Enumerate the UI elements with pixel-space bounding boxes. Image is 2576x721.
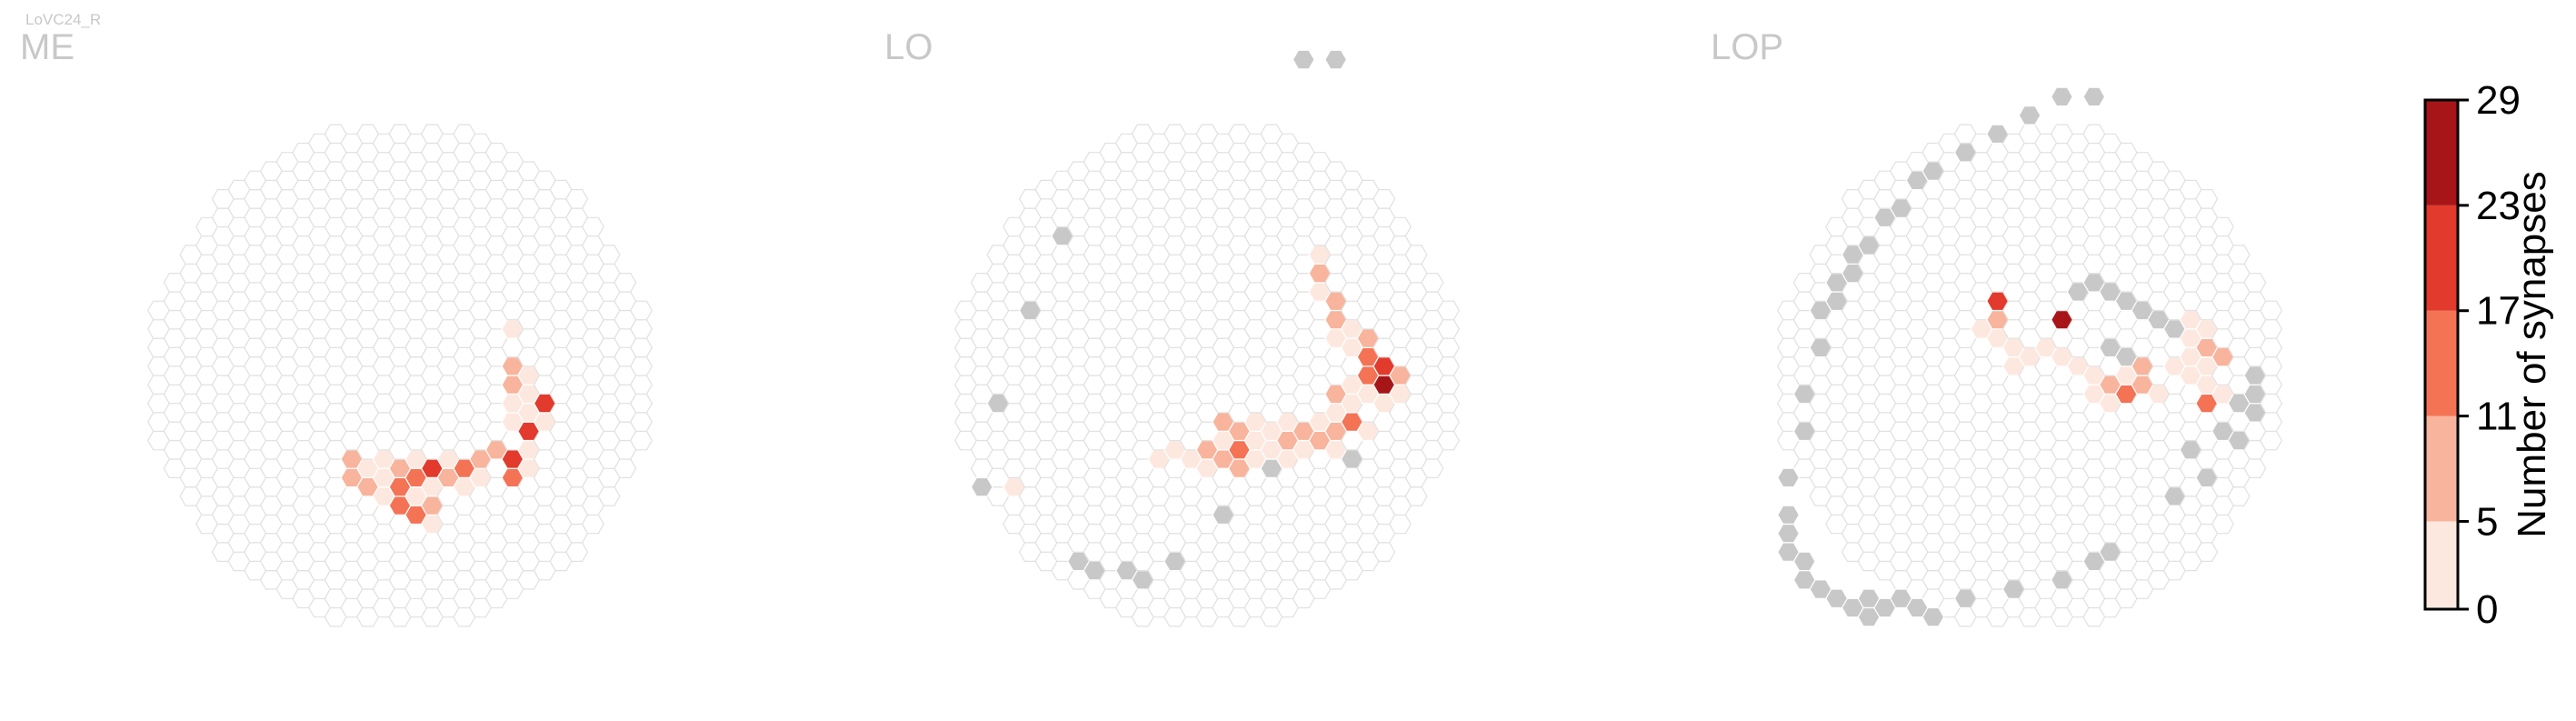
hex-cell-empty [2195, 542, 2219, 563]
panel-title-me: ME [20, 27, 75, 67]
hex-cell [1324, 49, 1348, 70]
hex-cell [2082, 86, 2106, 107]
hex-cell-empty [630, 430, 653, 451]
hex-cell-empty [2243, 273, 2267, 293]
colorbar-bin [2425, 521, 2458, 609]
hex-cell-empty [2211, 514, 2234, 535]
hex-cell-empty [1437, 430, 1460, 451]
hex-cell [1792, 551, 1816, 572]
colorbar-label: Number of synapses [2510, 171, 2554, 538]
hex-cell [970, 476, 993, 497]
hex-cell-empty [597, 245, 621, 265]
hex-cell-empty [630, 356, 653, 376]
hex-cell-empty [630, 337, 653, 358]
hex-cell-empty [2195, 189, 2219, 209]
hex-cell-empty [2243, 458, 2267, 479]
hex-cell-empty [1421, 273, 1444, 293]
colorbar-bin [2425, 205, 2458, 311]
hex-cell [1922, 606, 1945, 627]
colorbar-tick-label: 23 [2476, 184, 2521, 228]
hex-cell-empty [1437, 319, 1460, 339]
hex-cell-empty [565, 542, 589, 563]
hex-cell [2018, 105, 2042, 125]
hex-cell [2050, 86, 2073, 107]
hex-cell-empty [2227, 486, 2251, 506]
colorbar-tick-label: 17 [2476, 289, 2521, 334]
colorbar-frame [2423, 98, 2460, 611]
hex-cell-empty [630, 412, 653, 432]
colorbar-bin [2425, 100, 2458, 205]
hex-cell [1292, 49, 1315, 70]
hex-cell-empty [1437, 337, 1460, 358]
colorbar-tick-label: 5 [2476, 499, 2498, 544]
colorbar-tick-label: 29 [2476, 78, 2521, 123]
hex-cell-empty [1437, 412, 1460, 432]
panel-title-lo: LO [884, 27, 933, 67]
hex-cell-empty [1437, 393, 1460, 414]
colorbar-bin [2425, 416, 2458, 522]
hex-cell-empty [1437, 375, 1460, 395]
hex-cell-empty [1421, 458, 1444, 479]
hex-cell-empty [2260, 337, 2282, 358]
panel-me-hexmap [147, 124, 653, 627]
hex-cell-empty [630, 393, 653, 414]
panel-lo-hexmap [954, 49, 1460, 627]
hex-cell-empty [2260, 393, 2282, 414]
hex-cell-empty [1404, 486, 1428, 506]
hex-cell [1777, 467, 1800, 488]
hex-cell-empty [630, 300, 653, 321]
colorbar-tick-label: 0 [2476, 587, 2498, 632]
hex-cell-empty [565, 189, 589, 209]
hex-cell-empty [2260, 319, 2282, 339]
hex-cell-empty [1404, 245, 1428, 265]
hex-cell-empty [614, 458, 637, 479]
hex-cell-empty [2211, 216, 2234, 237]
colorbar-ticks: 0 5 11 17 23 29 [2458, 78, 2521, 632]
hex-cell-empty [630, 375, 653, 395]
hex-cell-empty [1388, 514, 1412, 535]
hex-cell-empty [614, 273, 637, 293]
hex-cell-empty [1437, 300, 1460, 321]
panel-title-lop: LOP [1711, 27, 1783, 67]
hex-cell-empty [2227, 245, 2251, 265]
hex-cell-empty [2260, 375, 2282, 395]
hex-cell-empty [630, 319, 653, 339]
colorbar-bin [2425, 310, 2458, 416]
hex-cell-empty [2260, 300, 2282, 321]
hex-cell-empty [597, 486, 621, 506]
hex-cell-empty [1373, 189, 1396, 209]
colorbar-tick-label: 11 [2476, 395, 2518, 439]
hex-cell-empty [1373, 542, 1396, 563]
hex-cell-empty [1437, 356, 1460, 376]
hex-cell [1777, 523, 1800, 544]
hex-cell-empty [1388, 216, 1412, 237]
colorbar-bins [2425, 100, 2458, 609]
panel-lop-hexmap [1777, 86, 2282, 627]
colorbar: 0 5 11 17 23 29 Number of synapses [2423, 78, 2554, 632]
hex-cell-empty [2260, 430, 2282, 451]
hex-cell-empty [581, 216, 604, 237]
hex-cell [1777, 505, 1800, 526]
hex-cell-empty [2260, 356, 2282, 376]
figure-id-label: LoVC24_R [25, 11, 101, 28]
hex-cell-empty [2260, 412, 2282, 432]
hex-cell-empty [581, 514, 604, 535]
